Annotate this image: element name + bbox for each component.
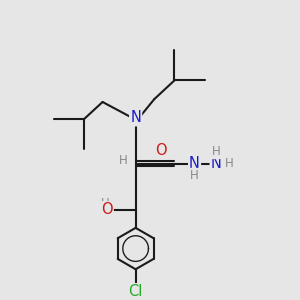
Text: H: H xyxy=(212,145,220,158)
Text: O: O xyxy=(155,143,166,158)
Text: H: H xyxy=(101,197,110,210)
Text: H: H xyxy=(225,157,233,170)
Text: N: N xyxy=(189,156,200,171)
Text: N: N xyxy=(211,156,221,171)
Text: O: O xyxy=(101,202,113,217)
Text: N: N xyxy=(130,110,141,125)
Text: H: H xyxy=(119,154,128,167)
Text: H: H xyxy=(190,169,199,182)
Text: Cl: Cl xyxy=(128,284,143,299)
